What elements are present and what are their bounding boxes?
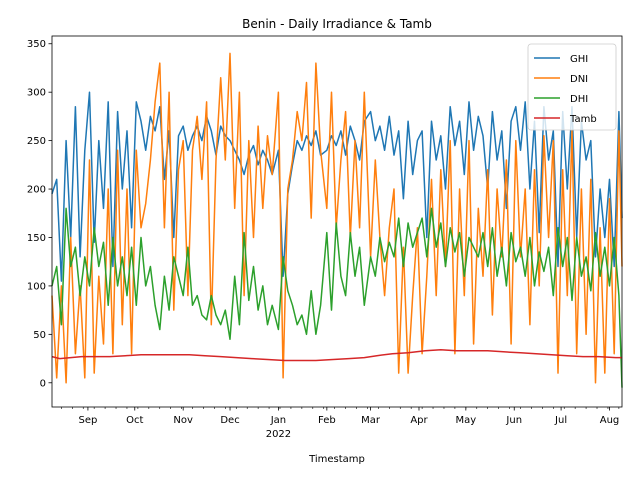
series-line-ghi (51, 91, 623, 282)
axes: 0 50 100 150 200 250 300 350 Sep Oct Nov Dec Jan 2022… (27, 35, 623, 440)
x-tick-label: Jan (270, 415, 286, 426)
x-tick-label: Jun (505, 415, 522, 426)
y-tick-label: 0 (40, 378, 46, 389)
legend: GHI DNI DHI Tamb (527, 43, 617, 131)
axes-frame (51, 35, 623, 408)
series-line-tamb (51, 349, 622, 362)
plot-area (51, 52, 623, 388)
x-tick-label: Apr (410, 415, 428, 426)
x-tick-year-label: 2022 (266, 429, 291, 440)
y-tick-label: 250 (27, 136, 46, 147)
legend-label-ghi: GHI (570, 54, 588, 65)
x-tick-label: Jul (554, 415, 567, 426)
x-tick-label: Nov (173, 415, 193, 426)
x-tick-label: Feb (318, 415, 336, 426)
y-tick-label: 350 (27, 39, 46, 50)
legend-label-dhi: DHI (570, 94, 588, 105)
chart-title: Benin - Daily Irradiance & Tamb (242, 17, 432, 31)
legend-label-tamb: Tamb (569, 114, 597, 125)
legend-box (527, 43, 617, 131)
y-tick-label: 200 (27, 185, 46, 196)
x-tick-label: Aug (600, 415, 620, 426)
y-tick-label: 300 (27, 88, 46, 99)
y-tick-label: 100 (27, 281, 46, 292)
x-axis-label: Timestamp (308, 454, 365, 465)
y-tick-label: 50 (33, 330, 46, 341)
x-tick-label: Oct (126, 415, 143, 426)
legend-label-dni: DNI (570, 74, 588, 85)
series-line-dni (51, 52, 623, 384)
series-line-dhi (51, 207, 623, 388)
x-tick-label: Mar (361, 415, 381, 426)
y-tick-label: 150 (27, 233, 46, 244)
x-tick-label: Sep (78, 415, 97, 426)
x-tick-label: May (455, 415, 476, 426)
x-tick-label: Dec (220, 415, 239, 426)
